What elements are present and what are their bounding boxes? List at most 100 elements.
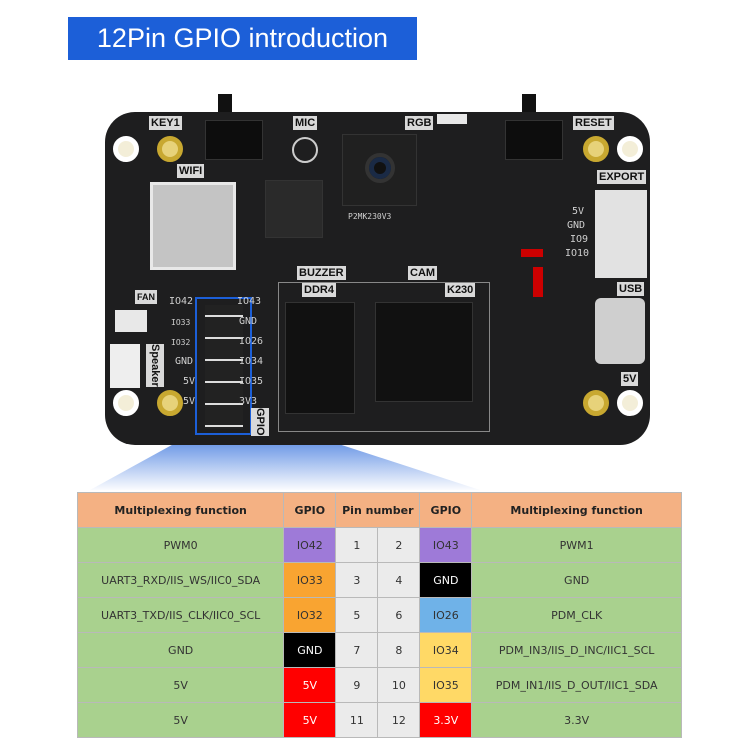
- pin-number-cell: 3: [335, 562, 379, 598]
- mount-hole: [113, 390, 139, 416]
- mount-hole: [157, 136, 183, 162]
- export-pin-label: IO9: [570, 234, 589, 245]
- usb-c-port: [595, 298, 645, 364]
- camera-part-label: P2MK230V3: [348, 212, 392, 221]
- export-pin-label: GND: [567, 220, 586, 231]
- pin-number-cell: 10: [377, 667, 421, 703]
- right-function-cell: GND: [471, 562, 682, 598]
- right-function-cell: PDM_IN3/IIS_D_INC/IIC1_SCL: [471, 632, 682, 668]
- left-function-cell: UART3_TXD/IIS_CLK/IIC0_SCL: [76, 597, 285, 633]
- wifi-label: WIFI: [177, 164, 205, 178]
- header-gpio-left: GPIO: [283, 492, 337, 528]
- left-function-cell: 5V: [76, 667, 285, 703]
- left-function-cell: PWM0: [76, 527, 285, 563]
- k230-chip: [375, 302, 473, 402]
- rgb-led: [437, 114, 467, 124]
- gpio-header-pins: [205, 305, 243, 429]
- gpio-pin-label: 3V3: [239, 396, 258, 407]
- right-gpio-cell: 3.3V: [419, 702, 473, 738]
- right-gpio-cell: IO35: [419, 667, 473, 703]
- export-connector: [595, 190, 647, 278]
- mount-hole: [113, 136, 139, 162]
- pin-number-cell: 7: [335, 632, 379, 668]
- export-pin-label: IO10: [565, 248, 590, 259]
- gpio-pin-label: IO26: [239, 336, 264, 347]
- mount-hole: [617, 390, 643, 416]
- gpio-pinout-table: Multiplexing function GPIO Pin number GP…: [76, 492, 682, 738]
- gpio-pin-label: IO34: [239, 356, 264, 367]
- gpio-pin-label: IO33: [171, 318, 191, 327]
- right-function-cell: 3.3V: [471, 702, 682, 738]
- left-gpio-cell: IO32: [283, 597, 337, 633]
- left-gpio-cell: 5V: [283, 702, 337, 738]
- right-gpio-cell: IO26: [419, 597, 473, 633]
- pin-number-cell: 8: [377, 632, 421, 668]
- table-row: 5V 5V 11 12 3.3V 3.3V: [76, 702, 682, 738]
- mic-icon: [292, 137, 318, 163]
- key1-label: KEY1: [149, 116, 182, 130]
- gpio-pin-label: IO32: [171, 338, 191, 347]
- pin-number-cell: 4: [377, 562, 421, 598]
- ddr4-label: DDR4: [302, 283, 336, 297]
- fan-label: FAN: [135, 290, 157, 304]
- export-pin-label: 5V: [572, 206, 585, 217]
- ddr4-chip: [285, 302, 355, 414]
- header-function-right: Multiplexing function: [471, 492, 682, 528]
- right-gpio-cell: IO34: [419, 632, 473, 668]
- rgb-label: RGB: [405, 116, 434, 130]
- header-function-left: Multiplexing function: [76, 492, 285, 528]
- mount-hole: [583, 390, 609, 416]
- core-area: [278, 282, 490, 432]
- export-label: EXPORT: [597, 170, 647, 184]
- table-header-row: Multiplexing function GPIO Pin number GP…: [76, 492, 682, 528]
- table-row: 5V 5V 9 10 IO35 PDM_IN1/IIS_D_OUT/IIC1_SDA: [76, 667, 682, 703]
- gpio-pin-label: IO42: [169, 296, 194, 307]
- right-function-cell: PDM_IN1/IIS_D_OUT/IIC1_SDA: [471, 667, 682, 703]
- left-function-cell: UART3_RXD/IIS_WS/IIC0_SDA: [76, 562, 285, 598]
- mount-hole: [617, 136, 643, 162]
- right-gpio-cell: GND: [419, 562, 473, 598]
- left-gpio-cell: GND: [283, 632, 337, 668]
- buzzer: [265, 180, 323, 238]
- buzzer-label: BUZZER: [297, 266, 346, 280]
- gpio-pin-label: IO43: [237, 296, 262, 307]
- page-title: 12Pin GPIO introduction: [68, 17, 417, 60]
- antenna: [522, 94, 536, 116]
- usb-5v-label: 5V: [621, 372, 639, 386]
- header-gpio-right: GPIO: [419, 492, 473, 528]
- red-component: [521, 249, 543, 257]
- pin-number-cell: 1: [335, 527, 379, 563]
- wifi-antenna: [218, 94, 232, 116]
- camera-lens-icon: [365, 153, 395, 183]
- left-function-cell: 5V: [76, 702, 285, 738]
- red-component: [533, 267, 543, 297]
- reset-button: [505, 120, 563, 160]
- gpio-pin-label: IO35: [239, 376, 264, 387]
- table-row: UART3_TXD/IIS_CLK/IIC0_SCL IO32 5 6 IO26 PDM_…: [76, 597, 682, 633]
- gpio-pin-label: GND: [239, 316, 258, 327]
- usb-label: USB: [617, 282, 645, 296]
- right-function-cell: PWM1: [471, 527, 682, 563]
- pin-number-cell: 2: [377, 527, 421, 563]
- left-gpio-cell: IO33: [283, 562, 337, 598]
- speaker-connector: [110, 344, 140, 388]
- table-row: UART3_RXD/IIS_WS/IIC0_SDA IO33 3 4 GND GND: [76, 562, 682, 598]
- wifi-module: [150, 182, 236, 270]
- table-row: PWM0 IO42 1 2 IO43 PWM1: [76, 527, 682, 563]
- board-image: P2MK230V3 KEY1 MIC RGB RESET WIFI EXPORT…: [105, 112, 650, 445]
- speaker-label: Speaker: [146, 344, 164, 387]
- gpio-pin-label: 5V: [183, 396, 196, 407]
- gpio-pin-label: 5V: [183, 376, 196, 387]
- mic-label: MIC: [293, 116, 318, 130]
- left-function-cell: GND: [76, 632, 285, 668]
- fan-connector: [115, 310, 147, 332]
- right-function-cell: PDM_CLK: [471, 597, 682, 633]
- header-pin-number: Pin number: [335, 492, 421, 528]
- camera-module: [342, 134, 417, 206]
- k230-label: K230: [445, 283, 476, 297]
- pin-number-cell: 5: [335, 597, 379, 633]
- key1-button: [205, 120, 263, 160]
- gpio-header-highlight: [195, 297, 252, 435]
- pin-number-cell: 9: [335, 667, 379, 703]
- left-gpio-cell: 5V: [283, 667, 337, 703]
